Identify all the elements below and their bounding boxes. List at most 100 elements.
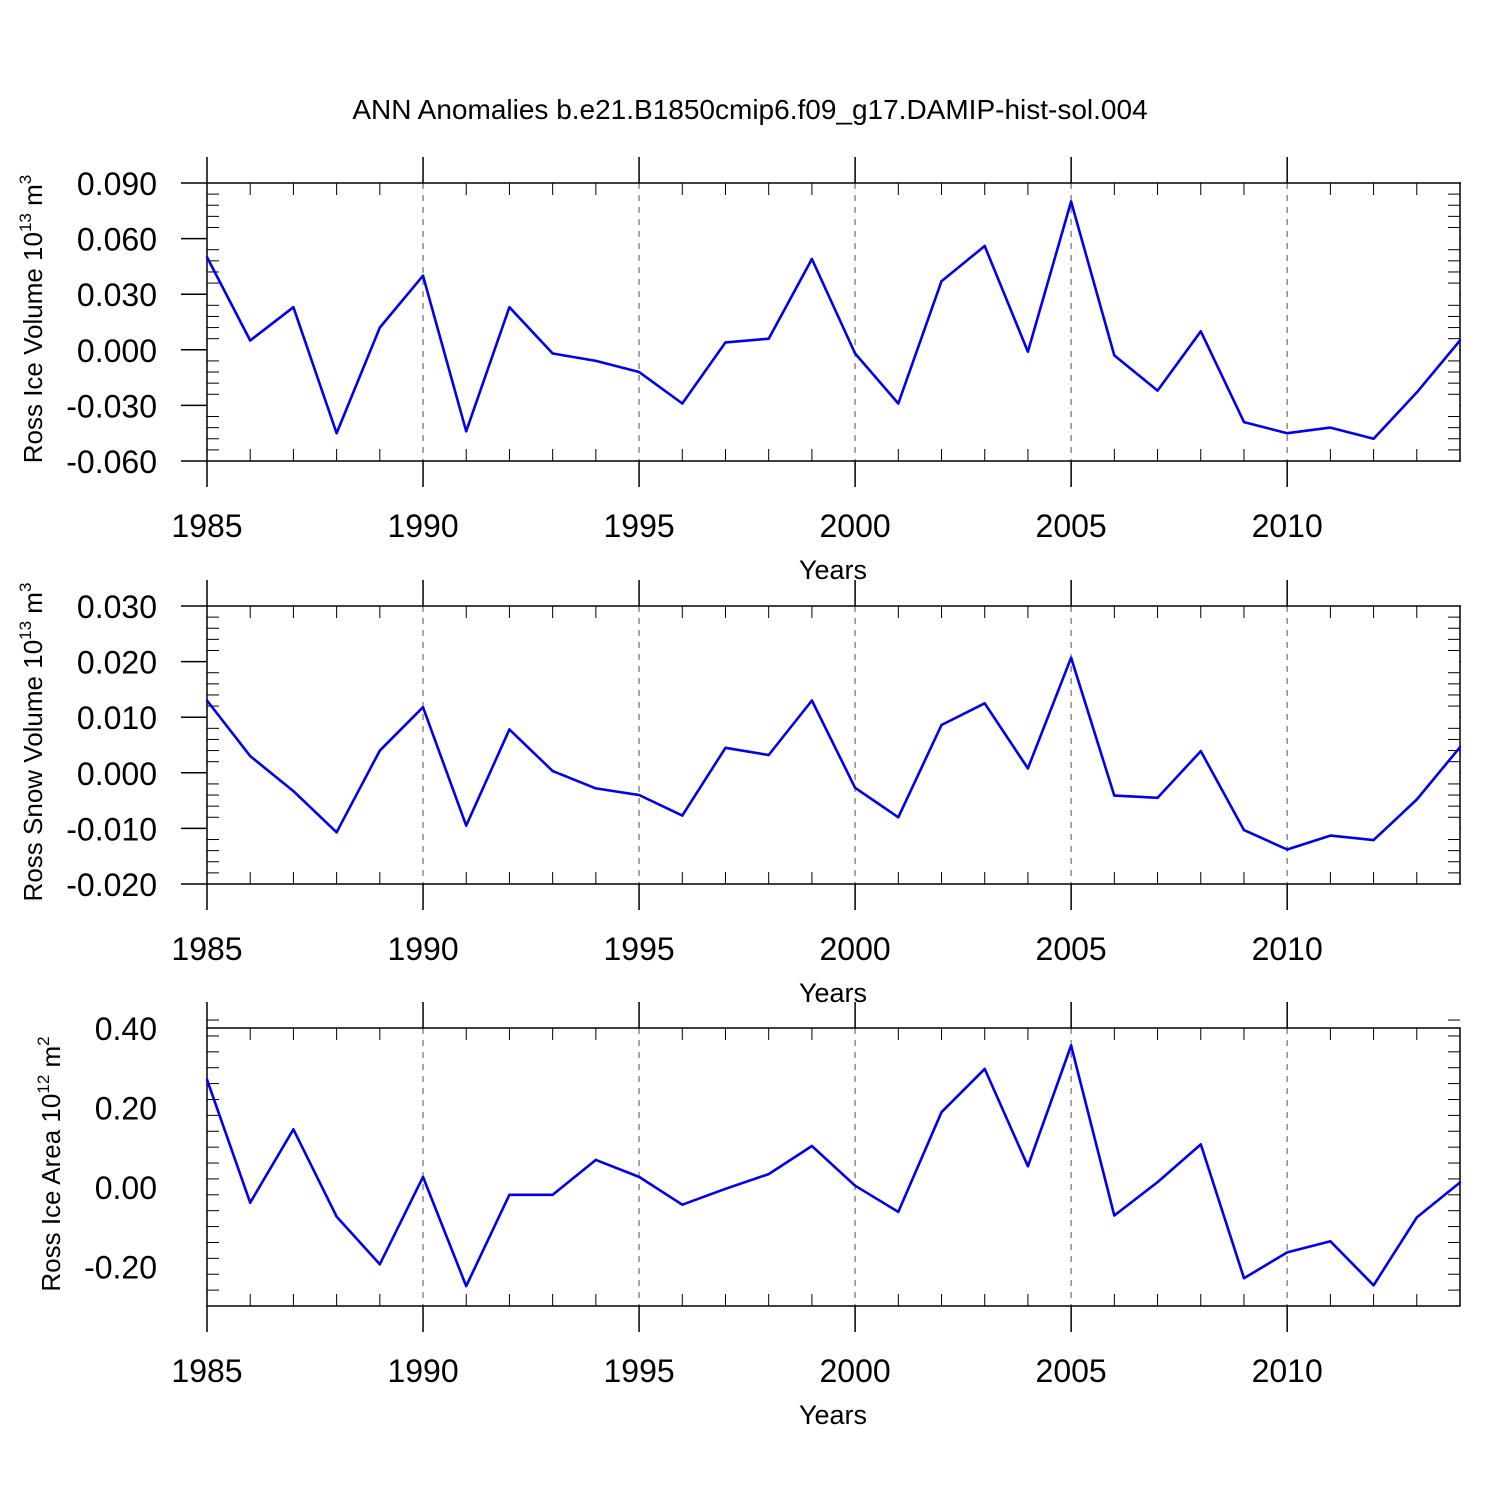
data-point xyxy=(897,1210,900,1214)
data-point xyxy=(551,1193,554,1197)
x-tick-label: 2010 xyxy=(1252,508,1323,544)
data-point xyxy=(681,814,684,817)
y-tick-label: 0.010 xyxy=(77,700,157,736)
data-point xyxy=(1372,1284,1375,1287)
data-point xyxy=(1242,828,1246,832)
y-tick-label: 0.030 xyxy=(77,589,157,625)
data-point xyxy=(1285,1251,1289,1254)
y-tick-label: 0.060 xyxy=(77,222,157,258)
data-point xyxy=(810,257,814,261)
data-point xyxy=(1285,432,1289,435)
x-tick-label: 2010 xyxy=(1252,1353,1323,1389)
data-point xyxy=(1329,1240,1332,1243)
chart-panels: 1985 1990 1995 2000 2005 2010 -0.060 -0.030 0.00… xyxy=(16,157,1462,1430)
x-axis-label: Years xyxy=(799,555,867,585)
y-axis-label-part: m xyxy=(36,1046,66,1075)
plot-frame xyxy=(206,1027,1461,1307)
data-point xyxy=(1069,656,1073,659)
y-tick-label: 0.40 xyxy=(95,1011,157,1047)
y-axis-label-superscript: 3 xyxy=(16,175,35,184)
panel-2: 1985 1990 1995 2000 2005 2010 -0.020 -0.010 0.00… xyxy=(16,580,1462,1008)
data-point xyxy=(767,753,770,757)
y-axis-label-part: Ross Ice Area 10 xyxy=(36,1094,66,1292)
data-point xyxy=(1199,749,1202,753)
data-point xyxy=(421,1175,425,1179)
data-point xyxy=(594,1158,598,1162)
x-tick-label: 1985 xyxy=(171,1353,242,1389)
y-tick-label: 0.00 xyxy=(95,1170,157,1206)
y-tick-label: -0.060 xyxy=(66,444,157,480)
x-tick-label: 2010 xyxy=(1252,931,1323,967)
y-tick-label: -0.010 xyxy=(66,811,157,847)
data-point xyxy=(249,1201,252,1204)
data-point xyxy=(724,1187,727,1191)
x-axis-label: Years xyxy=(799,1400,867,1430)
data-point xyxy=(421,705,425,709)
data-point xyxy=(292,789,295,793)
data-point xyxy=(940,280,943,283)
x-tick-label: 1985 xyxy=(171,931,242,967)
data-point xyxy=(335,831,338,834)
x-tick-label: 1995 xyxy=(603,931,674,967)
data-point xyxy=(249,339,252,342)
data-point xyxy=(1113,794,1116,797)
y-axis-label: Ross Ice Area 1012 m2 xyxy=(34,1036,66,1291)
data-point xyxy=(681,1203,684,1206)
data-point xyxy=(767,337,770,340)
y-axis-label-superscript: 13 xyxy=(16,213,35,232)
data-point xyxy=(1199,1143,1202,1146)
data-point xyxy=(897,402,900,405)
data-point xyxy=(1156,1180,1159,1184)
data-point xyxy=(378,1263,382,1266)
y-tick-label: 0.020 xyxy=(77,645,157,681)
series-line-1 xyxy=(205,200,1461,441)
data-point xyxy=(1458,1181,1462,1184)
plot-frame xyxy=(206,182,1461,462)
data-point xyxy=(1458,339,1462,342)
data-point xyxy=(810,699,814,702)
data-point xyxy=(335,1215,338,1218)
x-tick-label: 1995 xyxy=(603,1353,674,1389)
data-point xyxy=(767,1172,770,1176)
y-axis-label-superscript: 2 xyxy=(34,1036,53,1045)
data-point xyxy=(594,787,598,790)
data-point xyxy=(1156,389,1159,392)
data-point xyxy=(1242,420,1246,424)
y-axis-label: Ross Snow Volume 1013 m3 xyxy=(16,583,48,902)
data-point xyxy=(465,1284,468,1288)
data-point xyxy=(1285,848,1289,851)
x-tick-label: 1990 xyxy=(387,508,458,544)
data-point xyxy=(637,793,641,797)
y-axis-label-superscript: 13 xyxy=(16,621,35,640)
y-tick-label: 0.000 xyxy=(77,756,157,792)
y-axis-label-superscript: 3 xyxy=(16,583,35,592)
y-tick-label: -0.020 xyxy=(66,867,157,903)
x-tick-label: 2005 xyxy=(1036,1353,1107,1389)
data-point xyxy=(897,816,900,819)
y-tick-label: -0.030 xyxy=(66,388,157,424)
data-point xyxy=(853,786,857,790)
data-point xyxy=(508,305,511,309)
data-point xyxy=(1415,1216,1418,1219)
x-tick-label: 1985 xyxy=(171,508,242,544)
data-point xyxy=(1026,1165,1030,1168)
data-point xyxy=(724,341,727,344)
y-axis-label-part: m xyxy=(18,184,48,213)
y-axis-label-superscript: 12 xyxy=(34,1075,53,1094)
data-point xyxy=(292,305,295,309)
data-point xyxy=(1026,767,1030,770)
series-line-1 xyxy=(205,1044,1461,1288)
data-point xyxy=(465,430,468,433)
data-point xyxy=(551,769,554,773)
data-point xyxy=(1415,391,1418,394)
data-point xyxy=(983,702,986,705)
data-point xyxy=(1372,838,1375,842)
y-tick-label: 0.030 xyxy=(77,277,157,313)
y-tick-label: 0.000 xyxy=(77,333,157,369)
data-point xyxy=(249,754,252,758)
data-point xyxy=(940,1110,943,1114)
data-point xyxy=(551,352,554,355)
data-point xyxy=(1113,1214,1116,1217)
data-point xyxy=(1242,1277,1246,1280)
data-point xyxy=(1156,796,1159,800)
